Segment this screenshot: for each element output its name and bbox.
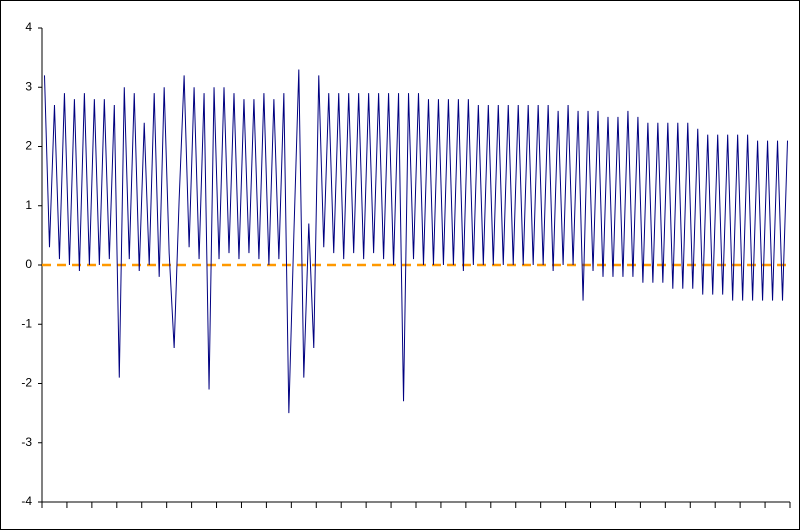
y-tick-label: -2: [21, 376, 32, 390]
y-tick-label: -4: [21, 494, 32, 508]
y-tick-label: 0: [25, 257, 32, 271]
y-tick-label: 1: [25, 198, 32, 212]
y-tick-label: 2: [25, 139, 32, 153]
y-tick-label: -1: [21, 316, 32, 330]
y-tick-label: 4: [25, 20, 32, 34]
y-tick-label: -3: [21, 435, 32, 449]
y-tick-label: 3: [25, 79, 32, 93]
data-line: [43, 69, 789, 414]
